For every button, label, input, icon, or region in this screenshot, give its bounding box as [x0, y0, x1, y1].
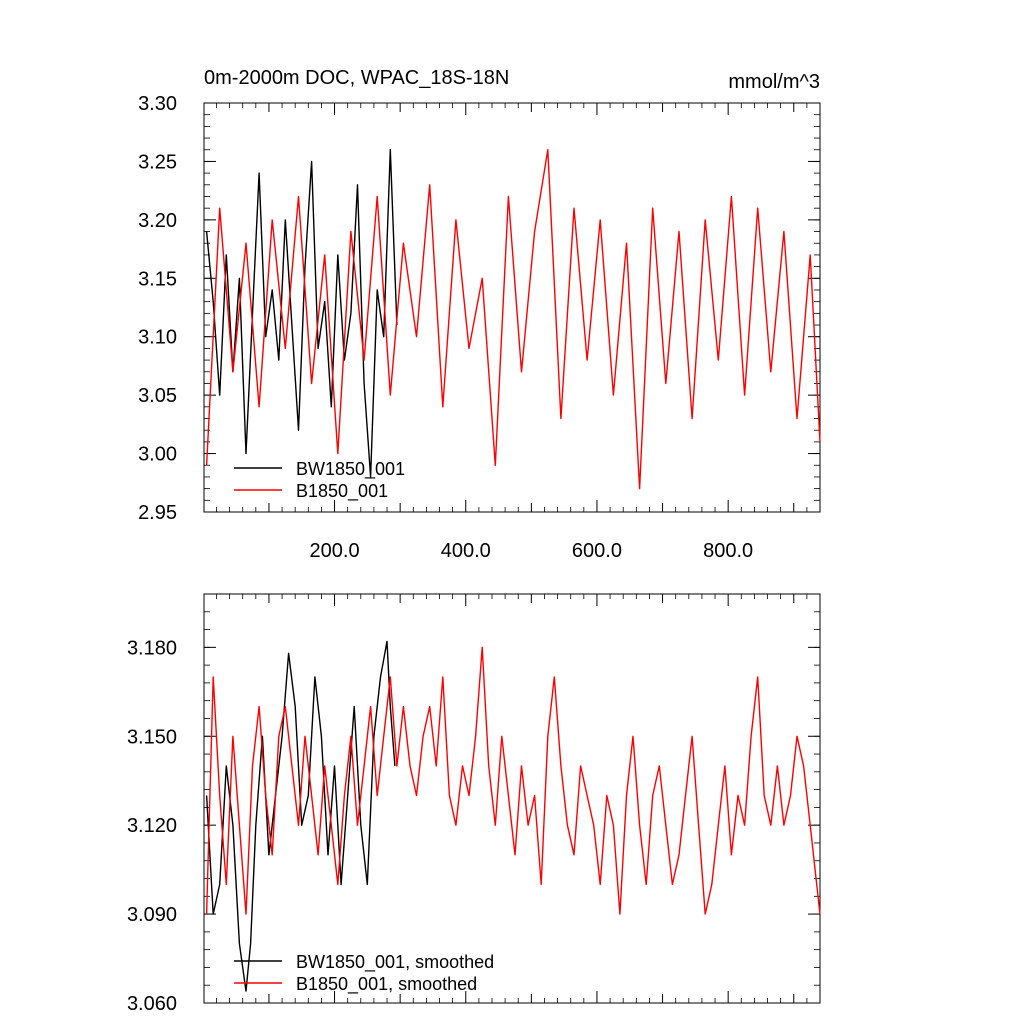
x-tick-label: 800.0 [703, 540, 753, 562]
y-tick-label: 3.05 [138, 385, 177, 407]
y-tick-label: 3.120 [127, 815, 177, 837]
series-line-b1850-001 [205, 148, 821, 490]
y-tick-label: 3.10 [138, 327, 177, 349]
y-tick-label: 3.180 [127, 637, 177, 659]
x-tick-label: 600.0 [572, 540, 622, 562]
panel-bottom: 3.060 3.090 3.120 3.150 3.180 BW1850_001, sm… [127, 593, 821, 1015]
x-tick-label: 400.0 [441, 540, 491, 562]
series-line-bw1850-001-smoothed [205, 640, 396, 992]
chart-title: 0m-2000m DOC, WPAC_18S-18N [204, 67, 509, 89]
chart-units: mmol/m^3 [728, 71, 820, 93]
y-tick-label: 2.95 [138, 502, 177, 524]
plot-frame-top [203, 102, 821, 513]
y-tick-label: 3.15 [138, 268, 177, 290]
legend-label-bw1850: BW1850_001 [296, 459, 405, 480]
y-tick-label: 3.060 [127, 993, 177, 1015]
y-tick-label: 3.25 [138, 151, 177, 173]
legend-label-bw1850-smoothed: BW1850_001, smoothed [296, 952, 494, 973]
legend-label-b1850-smoothed: B1850_001, smoothed [296, 974, 477, 995]
legend-top: BW1850_001 B1850_001 [234, 459, 405, 502]
plot-frame-bottom [203, 593, 821, 1004]
x-tick-label: 200.0 [310, 540, 360, 562]
y-tick-label: 3.20 [138, 210, 177, 232]
series-line-bw1850-001 [205, 148, 398, 478]
series-line-b1850-001-smoothed [205, 646, 821, 915]
y-tick-label: 3.00 [138, 444, 177, 466]
y-tick-label: 3.30 [138, 93, 177, 115]
panel-top: 0m-2000m DOC, WPAC_18S-18N mmol/m^3 2.95… [138, 67, 821, 562]
legend-bottom: BW1850_001, smoothed B1850_001, smoothed [234, 952, 494, 995]
legend-label-b1850: B1850_001 [296, 481, 388, 502]
y-tick-label: 3.150 [127, 726, 177, 748]
y-tick-label: 3.090 [127, 904, 177, 926]
